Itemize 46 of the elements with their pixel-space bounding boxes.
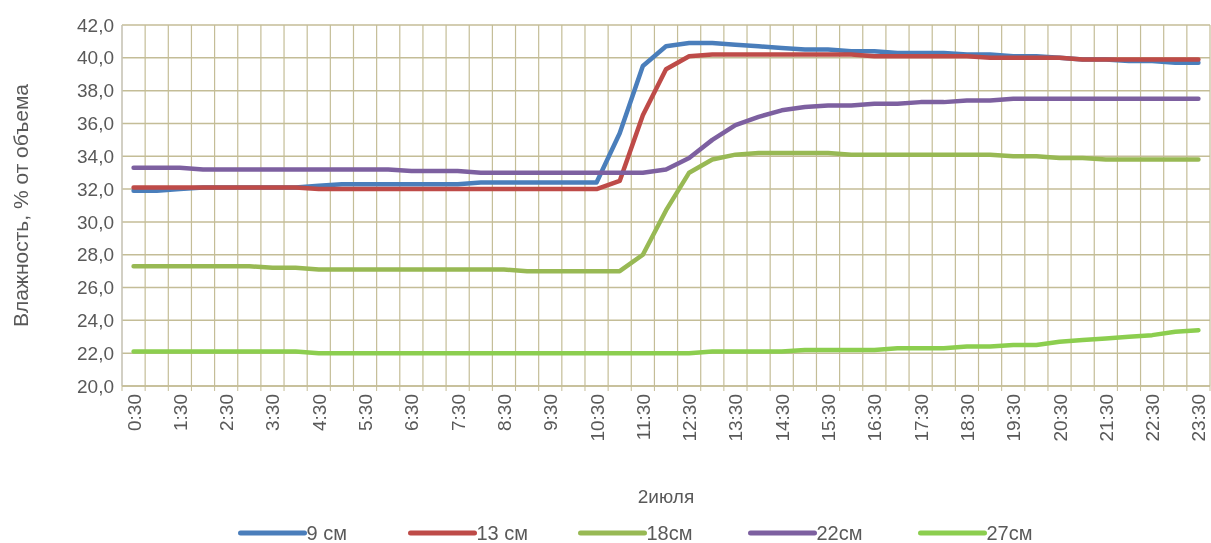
y-tick-label: 38,0	[77, 80, 114, 102]
line-series	[131, 327, 1201, 356]
legend-label: 22см	[816, 522, 863, 543]
x-tick-label: 9:30	[540, 394, 562, 431]
y-tick-label: 22,0	[77, 342, 114, 364]
y-tick-label: 20,0	[77, 375, 114, 397]
x-tick-label: 17:30	[910, 394, 932, 442]
x-tick-label: 19:30	[1003, 394, 1025, 442]
legend-label: 27см	[986, 522, 1033, 543]
x-tick-label: 22:30	[1142, 394, 1164, 442]
y-tick-label: 36,0	[77, 113, 114, 135]
line-series	[131, 96, 1201, 175]
x-tick-label: 21:30	[1095, 394, 1117, 442]
x-tick-label: 4:30	[308, 394, 330, 431]
x-tick-label: 12:30	[679, 394, 701, 442]
legend-label: 9 см	[306, 522, 347, 543]
y-tick-label: 28,0	[77, 244, 114, 266]
x-tick-label: 2:30	[216, 394, 238, 431]
line-series	[131, 150, 1201, 274]
y-tick-label: 32,0	[77, 178, 114, 200]
x-axis-title: 2июля	[637, 486, 695, 507]
x-tick-label: 3:30	[262, 394, 284, 431]
x-tick-label: 7:30	[447, 394, 469, 431]
y-tick-label: 42,0	[77, 14, 114, 36]
legend-label: 18см	[646, 522, 693, 543]
x-tick-label: 16:30	[864, 394, 886, 442]
x-tick-label: 0:30	[123, 394, 145, 431]
x-tick-label: 8:30	[493, 394, 515, 431]
y-tick-label: 26,0	[77, 277, 114, 299]
x-tick-label: 18:30	[956, 394, 978, 442]
y-tick-label: 40,0	[77, 47, 114, 69]
x-tick-label: 6:30	[401, 394, 423, 431]
x-tick-label: 15:30	[818, 394, 840, 442]
x-tick-label: 13:30	[725, 394, 747, 442]
legend-label: 13 см	[476, 522, 529, 543]
x-tick-label: 11:30	[632, 394, 654, 441]
y-axis-title: Влажность, % от объема	[9, 83, 32, 328]
y-tick-label: 30,0	[77, 211, 114, 233]
x-tick-label: 10:30	[586, 394, 608, 442]
x-tick-label: 1:30	[169, 394, 191, 431]
x-tick-label: 14:30	[771, 394, 793, 442]
x-tick-label: 23:30	[1188, 394, 1210, 442]
y-tick-label: 34,0	[77, 145, 114, 167]
y-tick-label: 24,0	[77, 310, 114, 332]
x-tick-label: 5:30	[355, 394, 377, 431]
x-tick-label: 20:30	[1049, 394, 1071, 442]
